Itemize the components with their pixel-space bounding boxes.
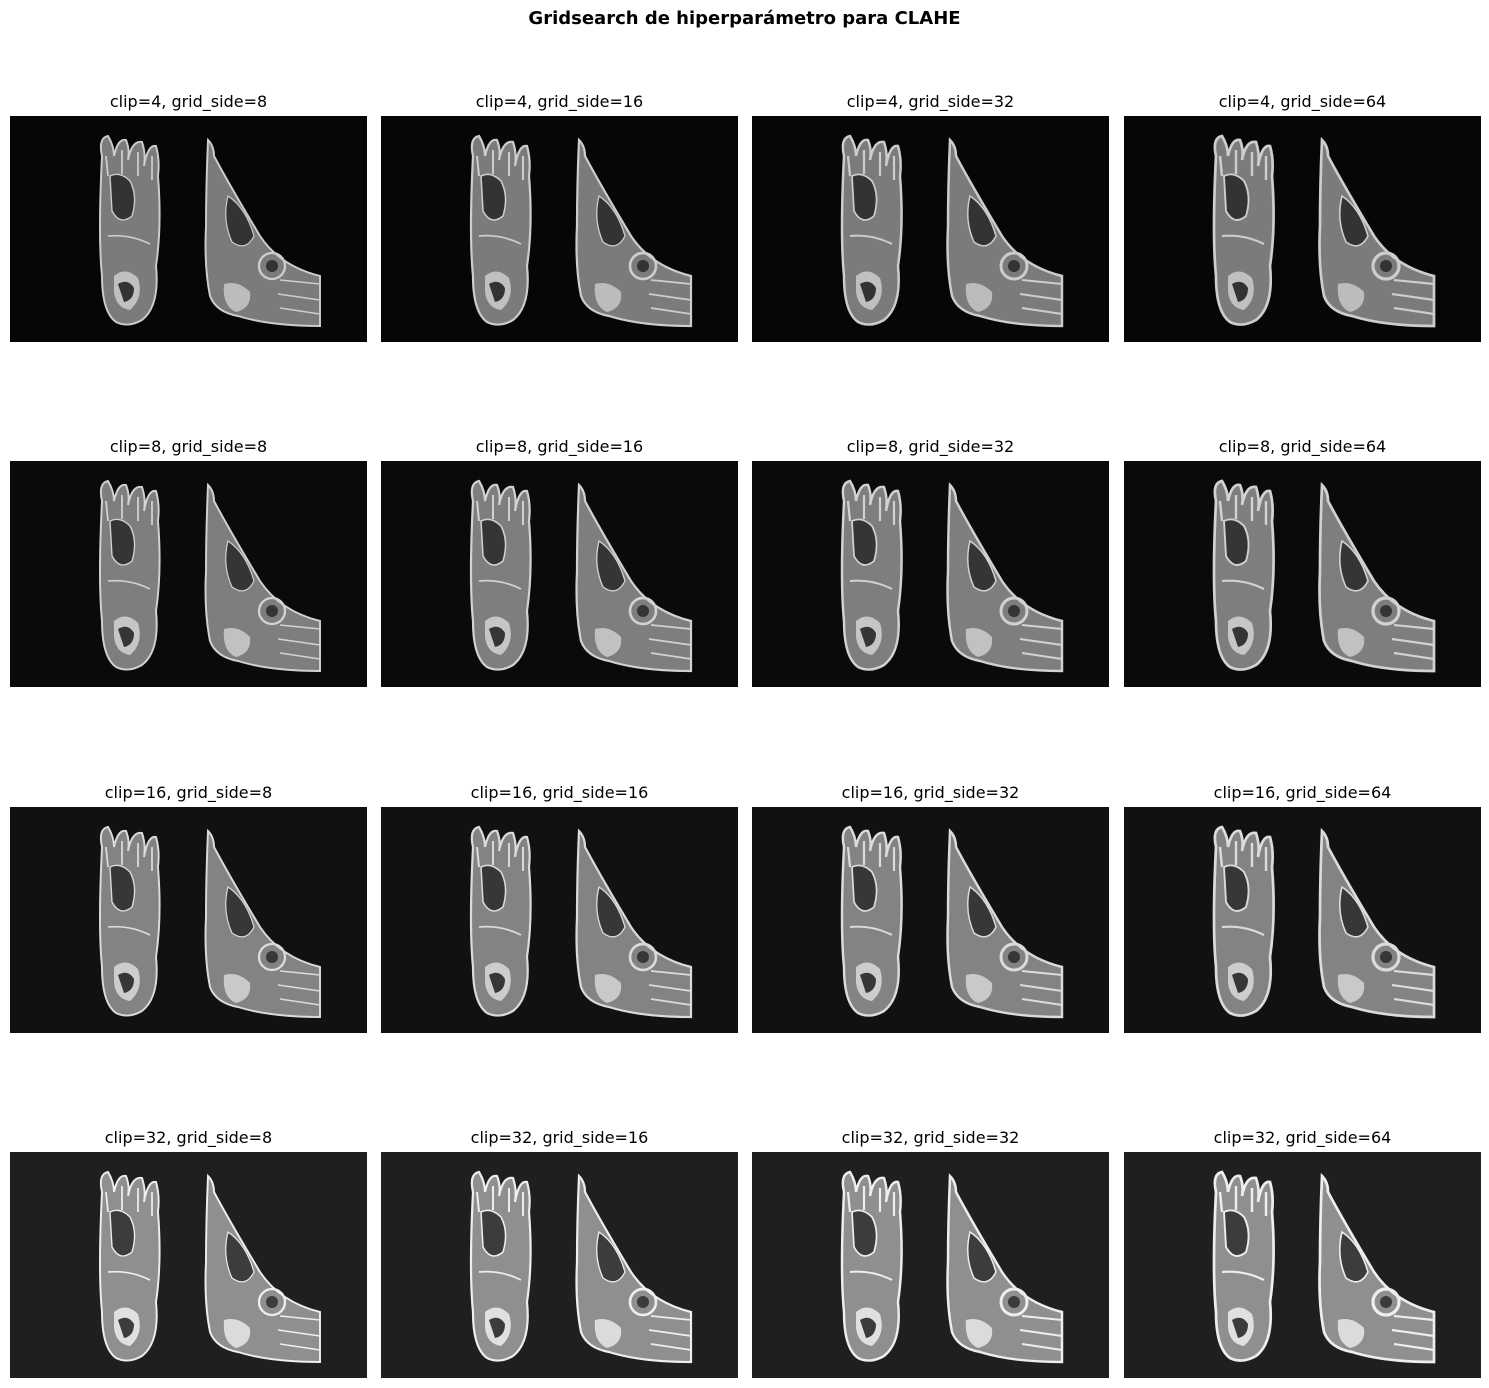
left-foot-shape [1212,134,1275,326]
mri-image [752,116,1109,342]
clahe-panel: clip=32, grid_side=64 [1124,1128,1481,1378]
clahe-panel: clip=32, grid_side=16 [381,1128,738,1378]
right-foot-shape [575,828,693,1019]
right-foot-shape [1318,827,1436,1019]
right-foot-shape [946,828,1064,1019]
mri-image [381,116,738,342]
panel-title: clip=16, grid_side=8 [104,783,273,802]
panel-title: clip=4, grid_side=8 [109,92,268,111]
clahe-panel: clip=16, grid_side=8 [10,783,367,1033]
right-foot-shape [204,482,321,672]
left-foot-shape [99,825,161,1017]
right-foot-shape [204,1173,321,1363]
left-foot-shape [840,825,903,1017]
right-foot-shape [1318,136,1436,328]
clahe-panel: clip=8, grid_side=16 [381,437,738,687]
clahe-panel: clip=16, grid_side=64 [1124,783,1481,1033]
right-foot-shape [1318,481,1436,673]
mri-image [381,807,738,1033]
panel-title: clip=16, grid_side=16 [470,783,649,802]
right-foot-shape [575,482,693,673]
left-foot-shape [469,134,532,326]
panel-title: clip=4, grid_side=16 [475,92,644,111]
mri-image [10,461,367,687]
mri-image [10,1152,367,1378]
left-foot-shape [469,825,532,1017]
left-foot-shape [99,479,161,671]
left-foot-shape [1212,1170,1275,1362]
right-foot-shape [204,828,321,1018]
mri-image [10,116,367,342]
clahe-panel: clip=32, grid_side=32 [752,1128,1109,1378]
clahe-panel: clip=16, grid_side=16 [381,783,738,1033]
left-foot-shape [1212,825,1275,1017]
right-foot-shape [204,137,321,327]
panel-title: clip=8, grid_side=32 [846,437,1015,456]
mri-image [1124,116,1481,342]
left-foot-shape [840,479,903,671]
right-foot-shape [946,482,1064,673]
right-foot-shape [946,1173,1064,1364]
mri-image [10,807,367,1033]
panel-title: clip=8, grid_side=8 [109,437,268,456]
clahe-panel: clip=8, grid_side=32 [752,437,1109,687]
panel-title: clip=16, grid_side=64 [1213,783,1392,802]
right-foot-shape [1318,1172,1436,1364]
panel-title: clip=32, grid_side=16 [470,1128,649,1147]
left-foot-shape [1212,479,1275,671]
left-foot-shape [840,1170,903,1362]
mri-image [381,1152,738,1378]
panel-title: clip=16, grid_side=32 [841,783,1020,802]
panel-title: clip=8, grid_side=16 [475,437,644,456]
panel-title: clip=4, grid_side=64 [1218,92,1387,111]
mri-image [752,1152,1109,1378]
mri-image [1124,1152,1481,1378]
panel-title: clip=32, grid_side=32 [841,1128,1020,1147]
left-foot-shape [469,1170,532,1362]
right-foot-shape [946,137,1064,328]
panel-title: clip=32, grid_side=64 [1213,1128,1392,1147]
clahe-panel: clip=4, grid_side=8 [10,92,367,342]
clahe-panel: clip=16, grid_side=32 [752,783,1109,1033]
clahe-panel: clip=8, grid_side=64 [1124,437,1481,687]
left-foot-shape [469,479,532,671]
clahe-panel: clip=4, grid_side=16 [381,92,738,342]
panel-title: clip=4, grid_side=32 [846,92,1015,111]
mri-image [752,461,1109,687]
mri-image [1124,807,1481,1033]
mri-image [381,461,738,687]
left-foot-shape [99,134,161,326]
panel-title: clip=32, grid_side=8 [104,1128,273,1147]
mri-image [752,807,1109,1033]
clahe-panel: clip=4, grid_side=64 [1124,92,1481,342]
clahe-panel: clip=32, grid_side=8 [10,1128,367,1378]
right-foot-shape [575,137,693,328]
left-foot-shape [99,1170,161,1362]
left-foot-shape [840,134,903,326]
clahe-panel: clip=4, grid_side=32 [752,92,1109,342]
right-foot-shape [575,1173,693,1364]
mri-image [1124,461,1481,687]
panel-title: clip=8, grid_side=64 [1218,437,1387,456]
clahe-panel: clip=8, grid_side=8 [10,437,367,687]
figure-title: Gridsearch de hiperparámetro para CLAHE [528,8,961,29]
